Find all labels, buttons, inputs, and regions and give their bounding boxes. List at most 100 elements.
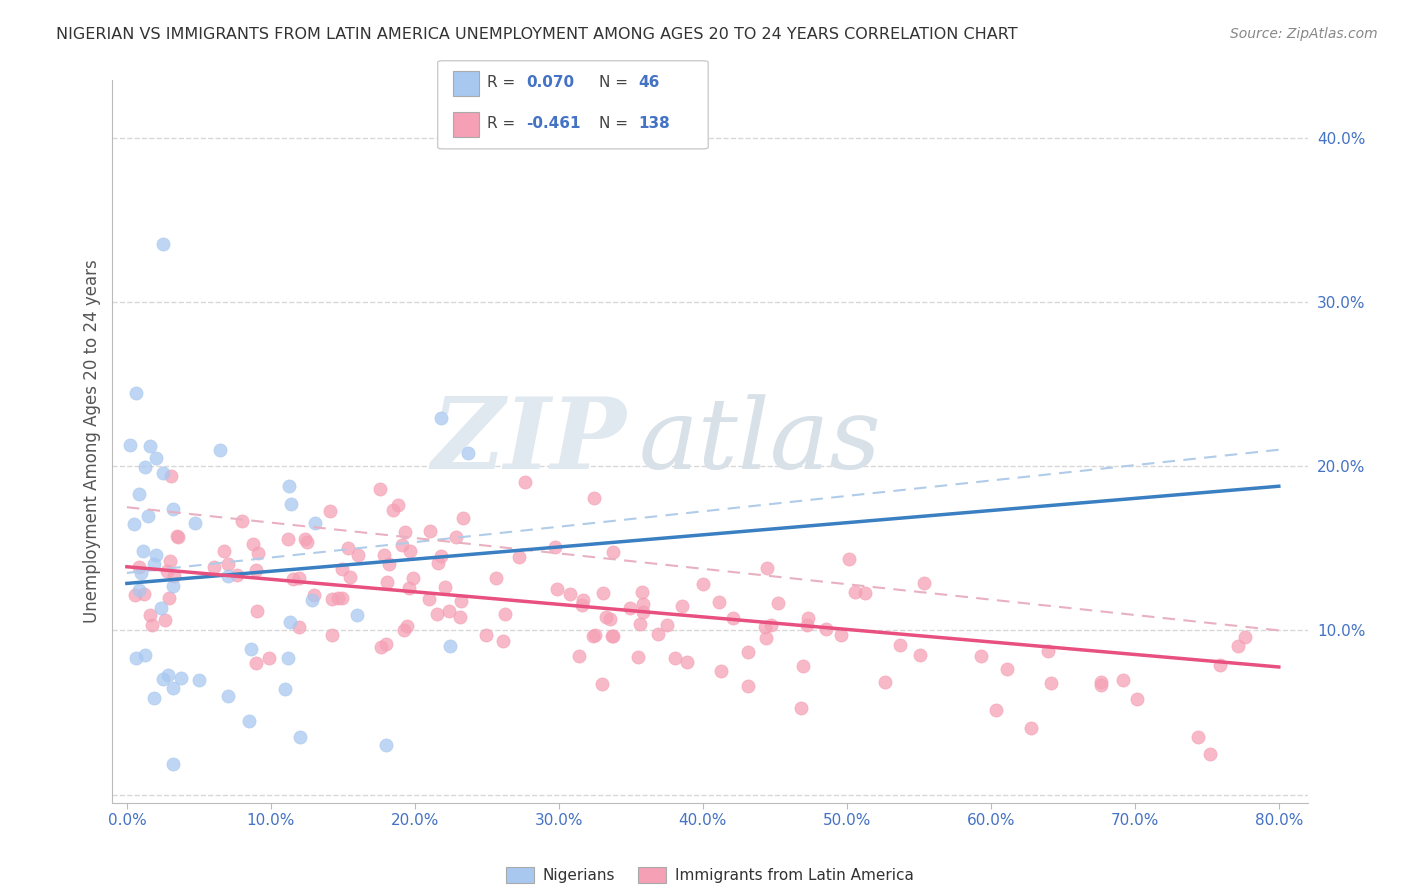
Point (387, 498, 409, 512)
Point (143, 557, 166, 571)
Point (1090, 675, 1112, 690)
Point (245, 563, 267, 577)
Y-axis label: Unemployment Among Ages 20 to 24 years: Unemployment Among Ages 20 to 24 years (83, 260, 101, 624)
Point (602, 629, 624, 643)
Point (128, 487, 150, 501)
Point (419, 524, 441, 539)
Point (627, 650, 650, 665)
Point (184, 516, 207, 530)
Point (330, 591, 353, 605)
Point (339, 570, 361, 584)
Text: N =: N = (599, 116, 633, 131)
Point (152, 237, 174, 252)
Point (599, 612, 621, 626)
Point (288, 730, 311, 744)
Point (288, 571, 311, 585)
Point (166, 528, 188, 542)
Point (395, 618, 418, 632)
Point (761, 618, 783, 632)
Point (600, 629, 623, 643)
Point (374, 637, 396, 651)
Point (152, 466, 174, 480)
Point (277, 651, 299, 665)
Point (162, 502, 184, 516)
Point (132, 544, 155, 558)
Point (426, 607, 449, 621)
Text: Source: ZipAtlas.com: Source: ZipAtlas.com (1230, 27, 1378, 41)
Point (145, 450, 167, 465)
Point (628, 617, 651, 632)
Point (754, 620, 776, 634)
Point (321, 591, 343, 606)
Point (187, 673, 209, 687)
Point (375, 739, 398, 753)
Point (655, 617, 678, 632)
Text: atlas: atlas (638, 394, 882, 489)
Point (457, 446, 479, 460)
Point (647, 626, 669, 640)
Point (225, 568, 247, 582)
Point (792, 659, 814, 673)
Point (239, 642, 262, 657)
Point (332, 562, 354, 576)
Point (159, 554, 181, 568)
Point (394, 525, 416, 540)
Point (134, 459, 156, 474)
Point (392, 623, 415, 637)
Point (582, 491, 605, 505)
Point (136, 509, 159, 524)
Point (1039, 675, 1062, 690)
Text: -0.461: -0.461 (526, 116, 581, 131)
Point (838, 551, 860, 566)
Point (281, 572, 304, 586)
Point (128, 583, 150, 598)
Point (494, 607, 516, 622)
Text: 138: 138 (638, 116, 669, 131)
Point (398, 582, 420, 596)
Point (375, 575, 398, 590)
Point (152, 673, 174, 687)
Point (257, 650, 280, 665)
Point (583, 628, 606, 642)
Point (439, 604, 461, 618)
Point (582, 629, 605, 643)
Point (166, 530, 188, 544)
Point (912, 576, 935, 591)
Point (273, 681, 295, 696)
Point (439, 639, 461, 653)
Point (592, 586, 614, 600)
Point (346, 608, 368, 623)
Point (141, 617, 163, 632)
Text: ZIP: ZIP (432, 393, 627, 490)
Point (277, 479, 299, 493)
Point (217, 569, 239, 583)
Text: R =: R = (486, 116, 520, 131)
Point (446, 530, 468, 544)
Point (631, 585, 654, 599)
Point (304, 516, 326, 530)
Point (796, 618, 818, 632)
Point (1090, 678, 1112, 692)
Point (382, 503, 405, 517)
Point (1226, 639, 1249, 653)
Point (1019, 721, 1042, 735)
Point (143, 691, 166, 706)
Point (217, 557, 239, 571)
Point (321, 628, 343, 642)
Point (134, 648, 156, 662)
Point (162, 756, 184, 771)
Point (149, 601, 172, 615)
Point (544, 540, 567, 554)
FancyBboxPatch shape (453, 71, 479, 96)
Point (790, 701, 813, 715)
Point (984, 703, 1007, 717)
Point (402, 571, 425, 585)
Point (217, 689, 239, 703)
Legend: Nigerians, Immigrants from Latin America: Nigerians, Immigrants from Latin America (501, 861, 920, 889)
Point (571, 598, 593, 612)
Point (170, 672, 193, 686)
Point (378, 558, 401, 572)
Point (139, 439, 162, 453)
Point (326, 591, 349, 606)
Point (450, 594, 472, 608)
